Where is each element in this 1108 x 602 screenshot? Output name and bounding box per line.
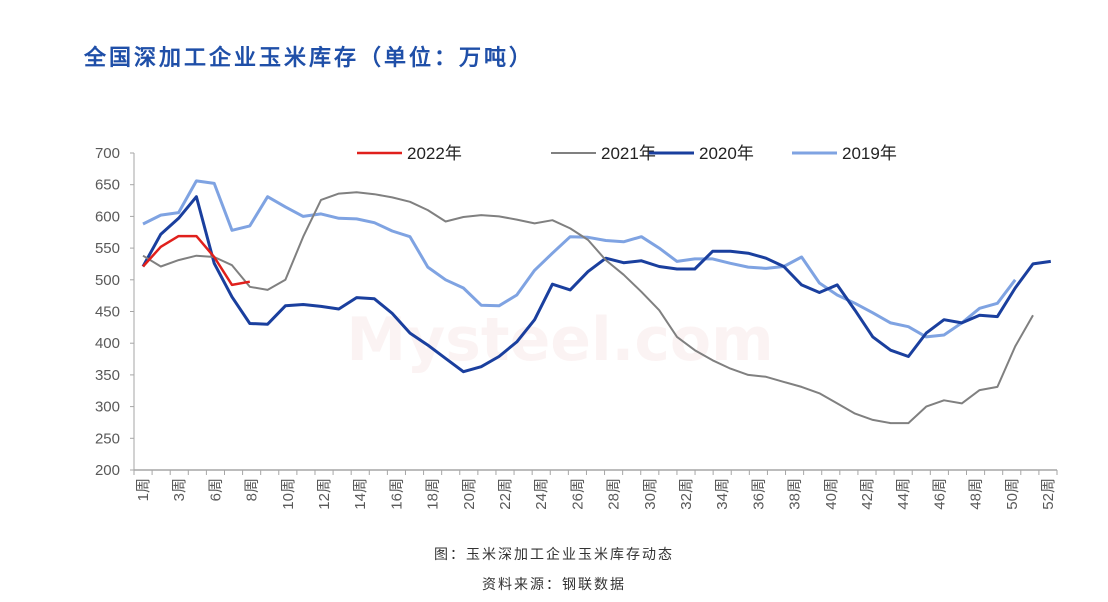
x-tick-label: 30周 [642,478,659,510]
x-tick-label: 40周 [823,478,840,510]
figure-caption: 图：玉米深加工企业玉米库存动态 [434,547,674,563]
x-tick-label: 18周 [425,478,442,510]
x-tick-label: 20周 [461,478,478,510]
x-tick-label: 1周 [135,478,152,501]
x-tick-label: 22周 [497,478,514,510]
x-tick-label: 44周 [895,478,912,510]
x-tick-label: 42周 [859,478,876,510]
series-lines [141,179,1052,425]
y-tick-label: 650 [95,177,120,194]
x-tick-label: 46周 [931,478,948,510]
x-tick-label: 3周 [171,478,188,501]
x-tick-label: 6周 [207,478,224,501]
x-tick-label: 34周 [714,478,731,510]
axes: 200 250 300 350 400 450 500 550 600 650 700 1周 3周 6周 8… [95,145,1058,510]
x-tick-label: 32周 [678,478,695,510]
data-source: 资料来源：钢联数据 [482,577,626,593]
x-tick-label: 16周 [388,478,405,510]
y-tick-label: 450 [95,304,120,321]
x-tick-label: 36周 [750,478,767,510]
x-tick-label: 26周 [569,478,586,510]
legend-label: 2022年 [407,144,462,163]
series-line-2019 [142,179,1017,339]
x-tick-label: 14周 [352,478,369,510]
y-tick-label: 350 [95,367,120,384]
watermark: Mysteel.com [346,305,773,375]
legend-label: 2020年 [699,144,754,163]
y-tick-label: 200 [95,462,120,479]
x-tick-label: 8周 [244,478,261,501]
y-tick-label: 400 [95,335,120,352]
x-tick-label: 10周 [280,478,297,510]
y-tick-label: 600 [95,208,120,225]
x-tick-label: 12周 [316,478,333,510]
series-line-2021 [142,191,1034,425]
x-tick-label: 52周 [1040,478,1057,510]
legend-label: 2019年 [842,144,897,163]
series-line-2020 [141,195,1052,374]
x-tick-label: 28周 [606,478,623,510]
x-tick-label: 38周 [787,478,804,510]
y-tick-label: 300 [95,399,120,416]
y-tick-label: 500 [95,272,120,289]
x-tick-label: 50周 [1004,478,1021,510]
y-tick-label: 550 [95,240,120,257]
chart-title: 全国深加工企业玉米库存（单位：万吨） [84,45,535,71]
x-tick-label: 24周 [533,478,550,510]
legend: 2022年 2021年 2020年 2019年 [357,144,897,163]
y-tick-label: 250 [95,430,120,447]
y-tick-label: 700 [95,145,120,162]
legend-label: 2021年 [601,144,656,163]
x-tick-label: 48周 [968,478,985,510]
series-line-2022 [142,234,251,287]
